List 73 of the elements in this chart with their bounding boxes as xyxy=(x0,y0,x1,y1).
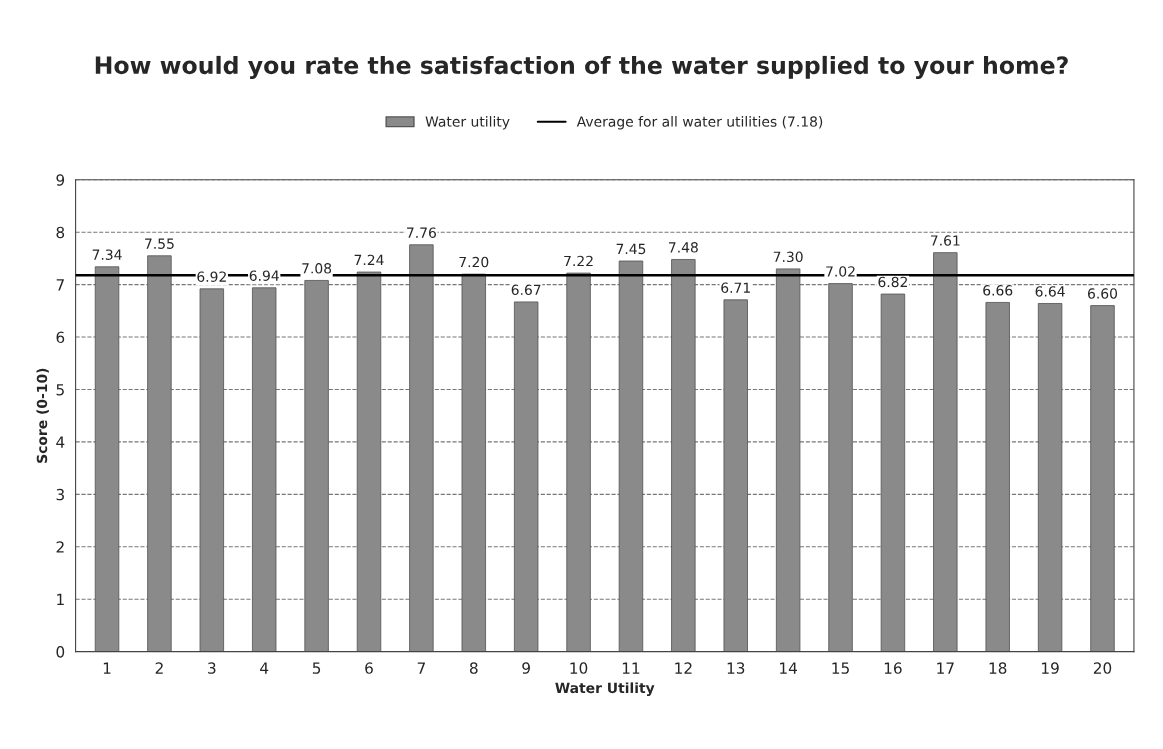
bar xyxy=(828,283,853,652)
x-tick-label: 7 xyxy=(417,662,425,674)
y-tick-label: 7 xyxy=(56,279,64,291)
bar xyxy=(618,260,644,652)
x-tick-label: 9 xyxy=(522,662,530,674)
x-tick-label: 1 xyxy=(103,662,111,674)
x-tick-label: 8 xyxy=(469,662,478,674)
y-axis-title: Score (0-10) xyxy=(36,368,49,463)
y-tick-label: 9 xyxy=(56,174,65,186)
bar xyxy=(94,266,120,652)
data-label: 7.34 xyxy=(92,249,122,260)
data-label: 6.64 xyxy=(1035,286,1065,297)
x-tick-label: 6 xyxy=(365,662,373,674)
bar xyxy=(723,299,748,652)
data-label: 7.30 xyxy=(773,251,803,263)
data-label: 7.20 xyxy=(459,256,489,268)
bar xyxy=(1037,303,1063,652)
x-tick-label: 5 xyxy=(312,662,321,674)
x-tick-label: 17 xyxy=(937,662,954,674)
data-label: 6.82 xyxy=(878,276,907,288)
y-tick-label: 3 xyxy=(56,488,64,501)
chart-title: How would you rate the satisfaction of the water supplied to your home? xyxy=(95,55,1068,79)
x-tick-label: 19 xyxy=(1042,662,1059,674)
x-tick-label: 2 xyxy=(155,662,163,674)
y-tick-label: 4 xyxy=(56,436,65,448)
x-tick-label: 14 xyxy=(780,662,797,674)
data-label: 7.61 xyxy=(930,235,960,246)
x-tick-label: 16 xyxy=(884,662,902,674)
data-label: 7.76 xyxy=(407,227,436,238)
data-label: 7.24 xyxy=(354,254,384,265)
data-label: 7.45 xyxy=(616,243,646,255)
x-tick-label: 13 xyxy=(727,662,745,674)
data-label: 6.71 xyxy=(721,282,750,293)
data-label: 6.60 xyxy=(1088,288,1118,299)
x-tick-label: 4 xyxy=(260,662,269,674)
y-tick-label: 6 xyxy=(56,331,65,344)
data-label: 6.67 xyxy=(511,284,541,296)
data-label: 7.08 xyxy=(302,263,332,274)
bar xyxy=(985,302,1010,652)
x-tick-label: 20 xyxy=(1093,662,1112,674)
bar xyxy=(409,244,434,652)
bar xyxy=(880,293,906,652)
x-tick-label: 15 xyxy=(832,662,849,674)
x-axis-title: Water Utility xyxy=(555,682,655,696)
y-tick-label: 2 xyxy=(56,541,64,553)
y-tick-label: 8 xyxy=(56,226,65,239)
x-tick-label: 3 xyxy=(208,662,216,674)
bar xyxy=(356,271,382,652)
bar xyxy=(775,268,801,652)
y-tick-label: 5 xyxy=(56,384,64,396)
y-tick-label: 0 xyxy=(56,646,65,658)
bar xyxy=(147,255,172,652)
bar xyxy=(304,280,329,652)
legend-label: Average for all water utilities (7.18) xyxy=(576,116,823,130)
data-label: 6.92 xyxy=(197,271,226,282)
bar xyxy=(566,272,591,652)
bar xyxy=(671,259,696,652)
legend-label: Water utility xyxy=(425,116,510,130)
data-label: 7.22 xyxy=(564,255,593,267)
y-tick-label: 1 xyxy=(57,593,64,605)
data-label: 7.02 xyxy=(826,266,855,277)
bar xyxy=(1090,305,1115,652)
x-tick-label: 11 xyxy=(622,662,640,674)
x-tick-label: 10 xyxy=(570,662,588,674)
bar xyxy=(933,252,958,652)
bar xyxy=(513,301,539,652)
x-tick-label: 12 xyxy=(675,662,692,674)
x-tick-label: 18 xyxy=(989,662,1007,674)
data-label: 6.94 xyxy=(249,270,279,281)
bar xyxy=(461,273,486,652)
data-label: 7.55 xyxy=(145,238,174,249)
data-label: 7.48 xyxy=(669,242,698,253)
data-label: 6.66 xyxy=(983,285,1013,296)
